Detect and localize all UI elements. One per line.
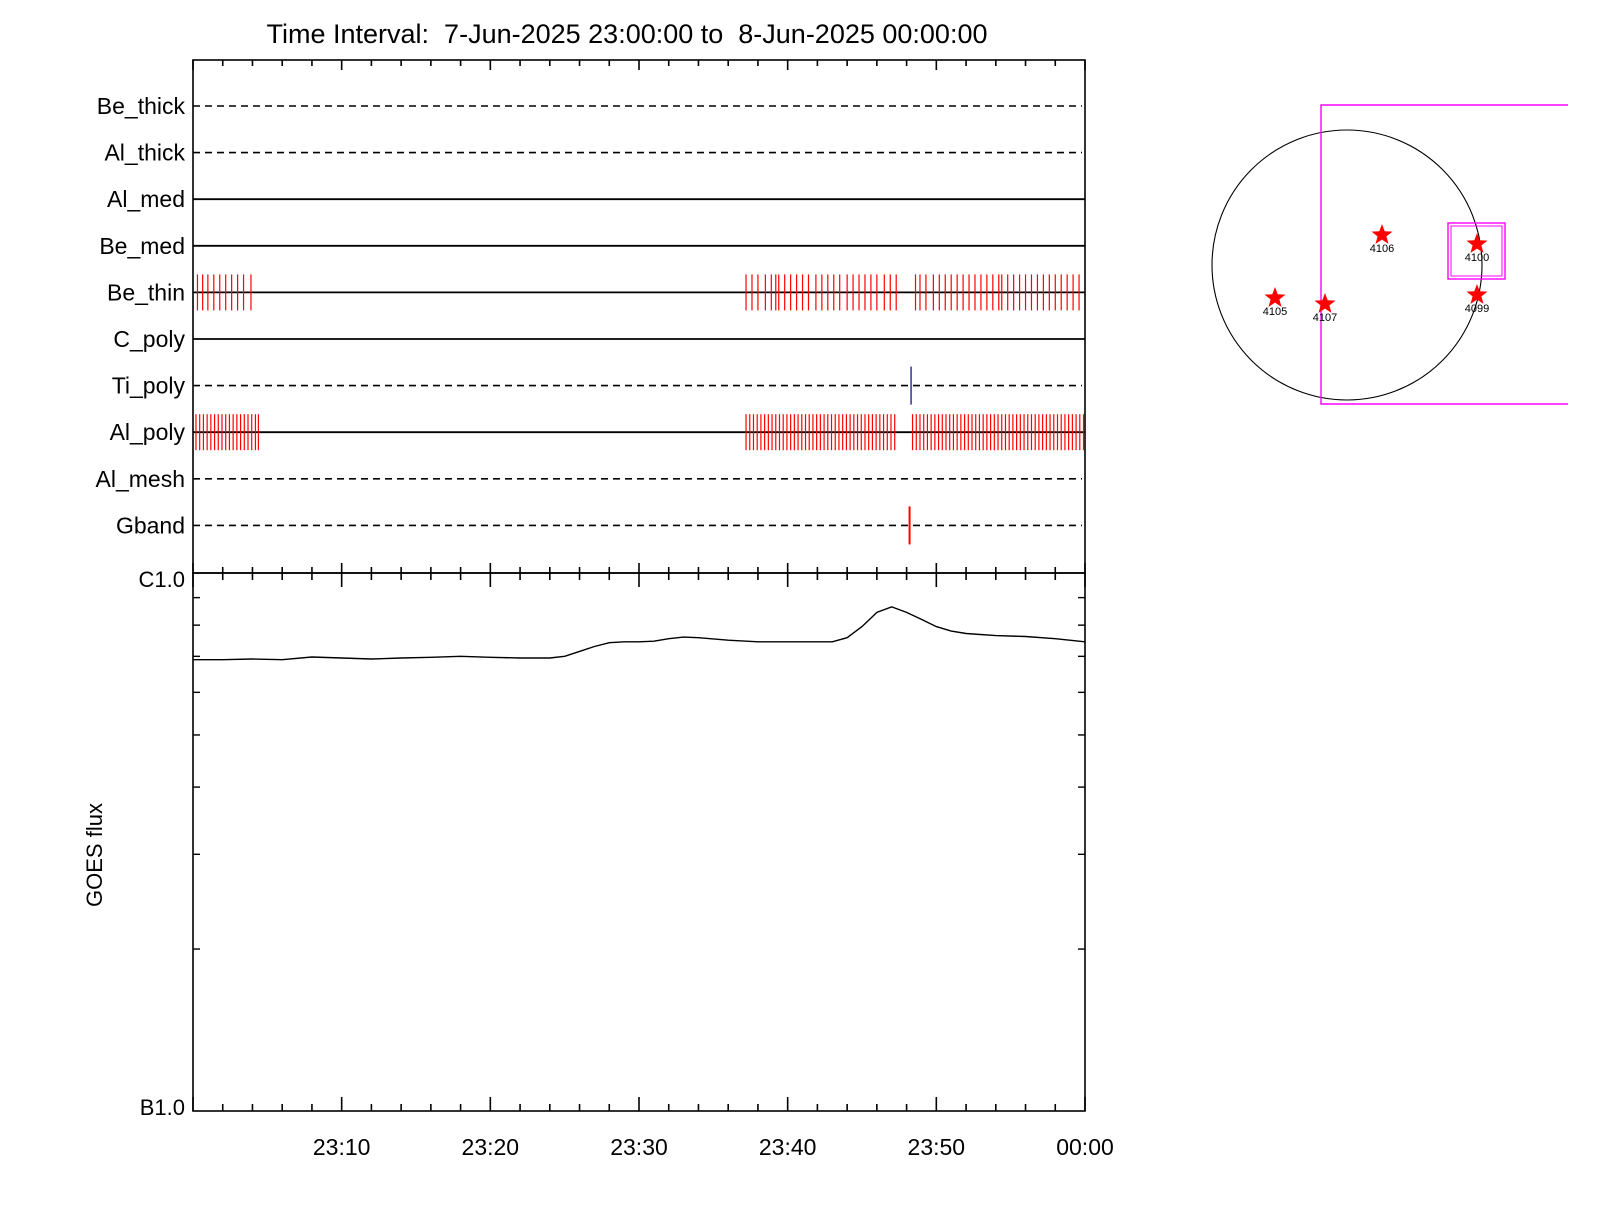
active-region-marker xyxy=(1371,224,1393,244)
channel-label-be_med: Be_med xyxy=(99,233,185,259)
channel-label-be_thin: Be_thin xyxy=(107,279,185,305)
x-tick-label: 23:50 xyxy=(908,1134,966,1160)
solar-disk-map: 4106 4100 4105 4107 4099 xyxy=(1211,104,1568,405)
active-region-marker xyxy=(1466,284,1488,304)
active-region-marker xyxy=(1264,287,1286,307)
active-region-marker xyxy=(1314,293,1336,313)
field-of-view-box xyxy=(1320,104,1568,405)
x-tick-label: 23:20 xyxy=(462,1134,520,1160)
y-tick-label-bottom: B1.0 xyxy=(140,1095,185,1120)
active-region-label: 4100 xyxy=(1465,252,1489,264)
channel-label-be_thick: Be_thick xyxy=(97,93,186,119)
channel-label-ti_poly: Ti_poly xyxy=(112,373,186,399)
active-region-label: 4106 xyxy=(1370,243,1394,255)
x-tick-label: 23:30 xyxy=(610,1134,668,1160)
active-region-label: 4105 xyxy=(1263,306,1287,318)
x-tick-label: 23:40 xyxy=(759,1134,817,1160)
channel-label-c_poly: C_poly xyxy=(113,326,185,352)
channel-label-al_mesh: Al_mesh xyxy=(96,466,185,492)
active-region-marker xyxy=(1466,233,1488,253)
timeline-panel: Be_thick Al_thick Al_med Be_med Be_thin C_pol… xyxy=(96,59,1086,574)
active-region-label: 4099 xyxy=(1465,303,1489,315)
x-tick-label: 00:00 xyxy=(1056,1134,1114,1160)
solar-disk xyxy=(1211,129,1483,401)
goes-flux-line xyxy=(193,606,1086,661)
region-highlight-box xyxy=(1447,222,1506,280)
channel-label-al_poly: Al_poly xyxy=(110,419,186,445)
y-tick-label-top: C1.0 xyxy=(139,567,185,592)
chart-title: Time Interval: 7-Jun-2025 23:00:00 to 8-… xyxy=(267,19,988,49)
x-tick-label: 23:10 xyxy=(313,1134,371,1160)
channel-label-gband: Gband xyxy=(116,512,185,538)
channel-label-al_thick: Al_thick xyxy=(104,140,185,166)
active-region-label: 4107 xyxy=(1313,312,1337,324)
y-axis-label: GOES flux xyxy=(82,803,107,907)
goes-flux-panel: 23:10 23:20 23:30 23:40 23:50 00:00 C1.0 B1.0 xyxy=(139,567,1114,1160)
region-highlight-box-inner xyxy=(1450,225,1503,277)
channel-label-al_med: Al_med xyxy=(107,186,185,212)
